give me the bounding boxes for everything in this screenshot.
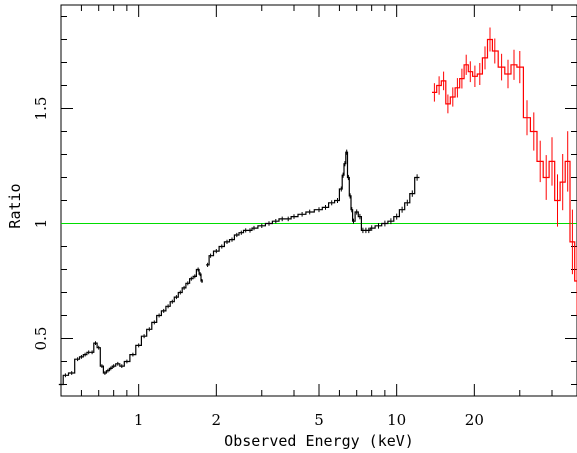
x-axis-label: Observed Energy (keV) xyxy=(224,432,414,450)
x-tick-label-5: 5 xyxy=(314,411,324,429)
x-tick-label-20: 20 xyxy=(465,411,484,429)
y-axis-label: Ratio xyxy=(6,183,24,228)
data-series xyxy=(58,27,577,387)
series-0-segment-1-step-line xyxy=(206,151,420,266)
y-tick-label-1: 1 xyxy=(32,219,50,229)
plot-frame xyxy=(60,4,577,397)
series-0-segment-0-step-line xyxy=(58,268,203,386)
axis-ticks xyxy=(61,5,577,396)
x-tick-label-2: 2 xyxy=(212,411,222,429)
y-tick-label-0.5: 0.5 xyxy=(32,327,50,351)
x-tick-label-1: 1 xyxy=(134,411,144,429)
x-tick-label-10: 10 xyxy=(387,411,406,429)
series-1-segment-0-step-line xyxy=(432,38,577,282)
y-tick-label-1.5: 1.5 xyxy=(32,97,50,121)
